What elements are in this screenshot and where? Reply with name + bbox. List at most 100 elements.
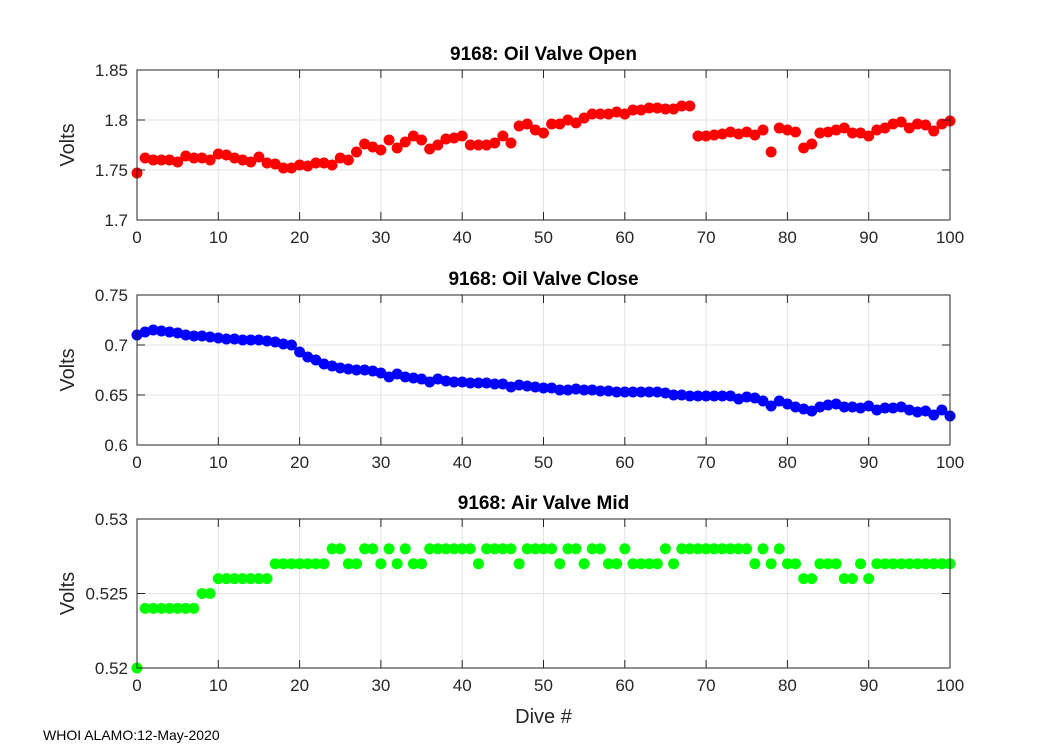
x-tick-label: 30 [371, 228, 390, 247]
data-point [594, 385, 606, 397]
x-tick-label: 100 [936, 676, 964, 695]
data-point [285, 339, 297, 351]
data-point [188, 152, 200, 164]
data-point [245, 573, 257, 585]
data-point [594, 543, 606, 555]
x-tick-label: 70 [697, 228, 716, 247]
x-tick-label: 50 [534, 228, 553, 247]
data-point [643, 102, 655, 114]
data-point [448, 543, 460, 555]
data-point [716, 390, 728, 402]
data-point [521, 543, 533, 555]
data-point [920, 558, 932, 570]
chart-title: 9168: Oil Valve Open [450, 44, 637, 65]
data-point [440, 375, 452, 387]
x-tick-label: 90 [859, 453, 878, 472]
data-point [538, 543, 549, 555]
data-point [554, 558, 566, 570]
data-point [781, 558, 793, 570]
data-point [659, 103, 671, 115]
x-tick-label: 40 [453, 453, 472, 472]
y-tick-label: 0.53 [95, 510, 128, 529]
data-point [456, 543, 468, 555]
data-point [464, 139, 476, 151]
x-tick-label: 80 [778, 676, 797, 695]
data-point [741, 543, 753, 555]
data-point [391, 558, 403, 570]
data-point [261, 157, 273, 169]
data-point [424, 543, 436, 555]
data-point [261, 335, 273, 347]
data-point [147, 324, 159, 336]
data-point [261, 573, 273, 585]
data-point [724, 543, 736, 555]
data-point [627, 558, 639, 570]
data-point [155, 325, 167, 337]
data-point [659, 543, 671, 555]
data-point [692, 543, 704, 555]
data-point [594, 108, 606, 120]
data-point [204, 588, 216, 599]
data-point [212, 148, 224, 160]
data-point [578, 112, 590, 124]
data-point [700, 390, 712, 402]
data-point [635, 386, 647, 398]
data-point [440, 543, 452, 555]
chart-title: 9168: Air Valve Mid [458, 493, 629, 514]
data-point [806, 573, 818, 585]
data-point [180, 602, 192, 614]
data-point [603, 558, 615, 570]
data-point [863, 400, 875, 412]
data-point [269, 158, 281, 170]
data-point [456, 130, 468, 142]
x-tick-label: 0 [132, 676, 141, 695]
data-point [846, 127, 858, 139]
data-point [359, 543, 371, 555]
y-tick-label: 0.65 [95, 386, 128, 405]
data-point [220, 333, 232, 345]
data-point [432, 543, 444, 555]
data-point [928, 125, 940, 137]
data-point [375, 367, 387, 379]
data-point [269, 558, 281, 570]
y-tick-label: 0.525 [85, 585, 128, 604]
x-tick-label: 20 [290, 453, 309, 472]
data-point [237, 573, 249, 585]
data-point [464, 543, 476, 555]
data-point [830, 558, 842, 570]
x-tick-label: 10 [209, 228, 228, 247]
data-point [936, 558, 948, 570]
data-point [920, 119, 932, 131]
data-point [911, 558, 923, 570]
data-point [895, 558, 907, 570]
data-point [879, 558, 891, 570]
x-tick-label: 40 [453, 228, 472, 247]
data-point [586, 543, 598, 555]
x-tick-label: 50 [534, 453, 553, 472]
data-point [643, 558, 655, 570]
data-point [245, 334, 257, 346]
x-tick-label: 0 [132, 453, 141, 472]
data-point [375, 144, 387, 156]
y-axis-label: Volts [57, 123, 79, 166]
data-point [863, 573, 875, 585]
data-point [798, 573, 810, 585]
data-point [456, 376, 468, 388]
data-point [424, 143, 436, 155]
data-point [863, 130, 875, 142]
data-point [416, 558, 428, 570]
data-point [611, 386, 623, 398]
data-point [188, 602, 200, 614]
data-point [399, 371, 411, 383]
y-tick-label: 0.52 [95, 659, 128, 678]
data-point [407, 558, 419, 570]
data-point [635, 558, 647, 570]
data-point [212, 573, 224, 585]
data-point [351, 146, 363, 158]
data-point [285, 558, 297, 570]
x-tick-label: 10 [209, 453, 228, 472]
data-point [472, 139, 484, 151]
y-tick-label: 1.7 [104, 211, 128, 230]
data-point [684, 543, 696, 555]
